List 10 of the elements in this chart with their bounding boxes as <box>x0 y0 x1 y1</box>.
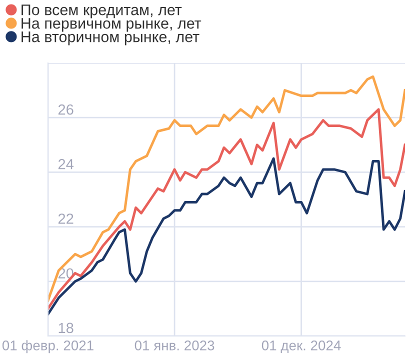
x-tick-label: 01 февр. 2021 <box>2 340 94 354</box>
y-tick-label: 18 <box>58 322 74 334</box>
legend-label: На первичном рынке, лет <box>22 18 202 32</box>
y-tick-label: 26 <box>58 104 74 115</box>
x-tick-label: 01 янв. 2023 <box>134 340 214 350</box>
y-tick-label: 24 <box>58 158 74 170</box>
legend-label: На вторичном рынке, лет <box>22 32 200 46</box>
y-tick-label: 22 <box>58 214 74 224</box>
legend-label: По всем кредитам, лет <box>22 4 182 18</box>
x-tick-label: 01 дек. 2024 <box>262 340 341 353</box>
